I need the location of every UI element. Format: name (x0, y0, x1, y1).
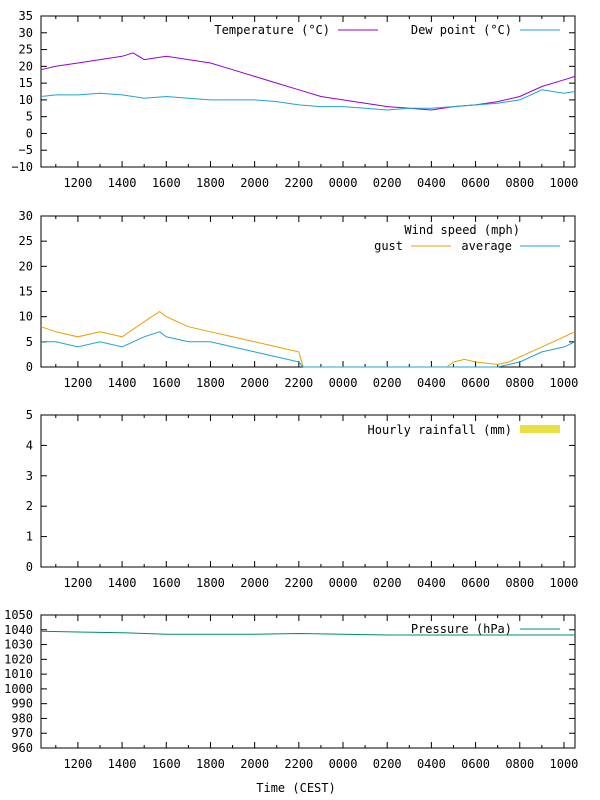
x-tick-label: 1200 (63, 757, 92, 771)
x-tick-label: 0600 (461, 376, 490, 390)
y-tick-label: 15 (19, 285, 33, 299)
x-tick-label: 0800 (505, 576, 534, 590)
y-tick-label: 0 (26, 360, 33, 374)
x-tick-label: 0600 (461, 757, 490, 771)
x-tick-label: 1800 (196, 576, 225, 590)
x-tick-label: 1400 (108, 176, 137, 190)
x-tick-label: 0600 (461, 176, 490, 190)
y-tick-label: 980 (11, 711, 33, 725)
x-tick-label: 1600 (152, 576, 181, 590)
x-tick-label: 0200 (373, 176, 402, 190)
y-tick-label: 25 (19, 234, 33, 248)
series-line-1-0 (40, 310, 576, 368)
x-tick-label: 1400 (108, 376, 137, 390)
x-tick-label: 0400 (417, 576, 446, 590)
series-line-3-0 (40, 630, 575, 636)
y-tick-label: 5 (26, 110, 33, 124)
y-tick-label: 20 (19, 259, 33, 273)
y-tick-label: 2 (26, 499, 33, 513)
y-tick-label: 15 (19, 76, 33, 90)
x-tick-label: 1000 (550, 376, 579, 390)
x-tick-label: 0000 (329, 757, 358, 771)
x-tick-label: 1400 (108, 576, 137, 590)
y-tick-label: 30 (19, 26, 33, 40)
legend-label: average (461, 239, 512, 253)
y-tick-label: 960 (11, 741, 33, 755)
x-tick-label: 1200 (63, 576, 92, 590)
x-axis-label: Time (CEST) (256, 781, 335, 795)
y-tick-label: 20 (19, 59, 33, 73)
x-tick-label: 0800 (505, 757, 534, 771)
x-tick-label: 1600 (152, 757, 181, 771)
series-line-0-1 (40, 89, 576, 111)
y-tick-label: 25 (19, 43, 33, 57)
x-tick-label: 0400 (417, 757, 446, 771)
x-tick-label: 1800 (196, 376, 225, 390)
y-tick-label: 0 (26, 560, 33, 574)
x-tick-label: 0200 (373, 757, 402, 771)
y-tick-label: 35 (19, 9, 33, 23)
x-tick-label: 2000 (240, 576, 269, 590)
x-tick-label: 1200 (63, 376, 92, 390)
x-tick-label: 0400 (417, 376, 446, 390)
y-tick-label: 30 (19, 209, 33, 223)
series-line-0-0 (40, 52, 576, 111)
legend-swatch (520, 425, 560, 433)
x-tick-label: 1600 (152, 176, 181, 190)
y-tick-label: 990 (11, 697, 33, 711)
y-tick-label: 3 (26, 469, 33, 483)
x-tick-label: 0200 (373, 576, 402, 590)
x-tick-label: 1800 (196, 757, 225, 771)
x-tick-label: 0800 (505, 376, 534, 390)
x-tick-label: 0800 (505, 176, 534, 190)
y-tick-label: −10 (11, 160, 33, 174)
x-tick-label: 1600 (152, 376, 181, 390)
x-tick-label: 1400 (108, 757, 137, 771)
x-tick-label: 2200 (284, 576, 313, 590)
x-tick-label: 2200 (284, 376, 313, 390)
y-tick-label: 10 (19, 310, 33, 324)
x-tick-label: 0000 (329, 576, 358, 590)
y-tick-label: 5 (26, 408, 33, 422)
y-tick-label: 970 (11, 726, 33, 740)
x-tick-label: 1200 (63, 176, 92, 190)
y-tick-label: 10 (19, 93, 33, 107)
series-line-1-1 (41, 331, 576, 368)
y-tick-label: 1010 (4, 667, 33, 681)
plot-frame-3 (40, 614, 576, 749)
x-tick-label: 2000 (240, 176, 269, 190)
legend-label: Pressure (hPa) (411, 622, 512, 636)
x-tick-label: 0400 (417, 176, 446, 190)
y-tick-label: 1040 (4, 623, 33, 637)
x-tick-label: 0200 (373, 376, 402, 390)
x-tick-label: 2200 (284, 757, 313, 771)
legend-label: gust (374, 239, 403, 253)
x-tick-label: 2200 (284, 176, 313, 190)
y-tick-label: −5 (19, 143, 33, 157)
x-tick-label: 0000 (329, 176, 358, 190)
legend-label: Temperature (°C) (214, 23, 330, 37)
y-tick-label: 1050 (4, 608, 33, 622)
legend-label: Dew point (°C) (411, 23, 512, 37)
chart-title: Wind speed (mph) (404, 223, 520, 237)
plot-frame-0 (40, 15, 576, 168)
y-tick-label: 0 (26, 126, 33, 140)
y-tick-label: 1030 (4, 638, 33, 652)
legend-label: Hourly rainfall (mm) (368, 423, 513, 437)
x-tick-label: 1000 (550, 757, 579, 771)
y-tick-label: 1000 (4, 682, 33, 696)
x-tick-label: 1800 (196, 176, 225, 190)
x-tick-label: 2000 (240, 757, 269, 771)
y-tick-label: 4 (26, 438, 33, 452)
x-tick-label: 2000 (240, 376, 269, 390)
x-tick-label: 0600 (461, 576, 490, 590)
x-tick-label: 0000 (329, 376, 358, 390)
x-tick-label: 1000 (550, 576, 579, 590)
x-tick-label: 1000 (550, 176, 579, 190)
y-tick-label: 1 (26, 530, 33, 544)
y-tick-label: 5 (26, 335, 33, 349)
y-tick-label: 1020 (4, 652, 33, 666)
plot-frame-2 (40, 414, 576, 568)
